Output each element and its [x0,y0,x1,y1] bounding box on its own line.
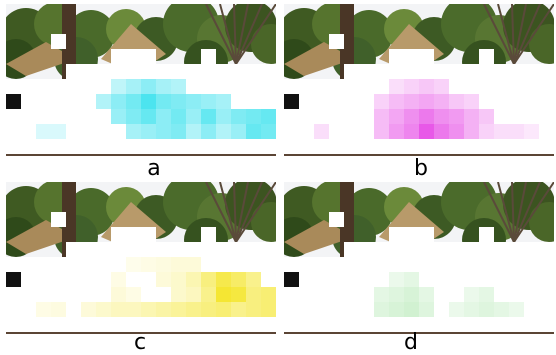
panel-b [284,4,554,156]
panel-c [6,182,276,334]
heatmap-overlay [36,79,276,139]
heatmap-overlay [36,257,276,317]
heatmap-overlay [374,272,524,317]
heatmap-overlay [314,79,539,139]
panel-a [6,4,276,156]
white-occlusion-mask [284,212,554,332]
panel-d-image [284,182,554,334]
panel-c-image [6,182,276,334]
panel-a-image [6,4,276,156]
panel-c-label: c [133,330,147,355]
panel-d-label: d [404,330,418,355]
panel-b-image [284,4,554,156]
panel-d [284,182,554,334]
panel-a-label: a [147,156,161,181]
panel-b-label: b [414,156,428,181]
